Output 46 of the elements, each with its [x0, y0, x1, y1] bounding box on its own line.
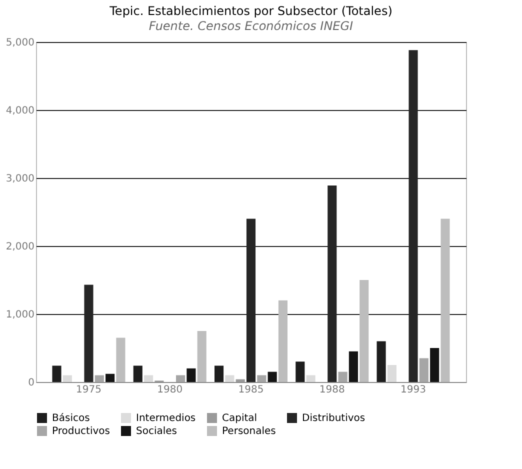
- bar: [116, 338, 126, 382]
- source-note: Fuente. Censos Económicos INEGI: [148, 19, 354, 33]
- bar: [133, 366, 142, 382]
- bar: [387, 365, 396, 382]
- legend-label: Sociales: [136, 426, 178, 437]
- bar: [176, 375, 186, 382]
- y-tick-label: 0: [28, 378, 34, 388]
- bar: [225, 375, 234, 382]
- bar: [186, 368, 196, 382]
- bar: [338, 372, 348, 382]
- bar: [106, 374, 115, 382]
- legend-label: Capital: [222, 413, 258, 424]
- legend-label: Distributivos: [302, 413, 366, 424]
- legend-label: Intermedios: [136, 413, 196, 424]
- y-tick-label: 3,000: [6, 174, 34, 184]
- bar: [257, 375, 266, 382]
- x-tick-label: 1985: [238, 384, 264, 396]
- y-tick-label: 4,000: [6, 106, 34, 116]
- bar: [430, 348, 440, 382]
- bar: [214, 366, 224, 382]
- bar: [278, 300, 288, 382]
- y-tick-label: 5,000: [6, 38, 34, 48]
- x-tick-label: 1988: [319, 384, 345, 396]
- bar: [306, 375, 316, 382]
- legend-label: Personales: [222, 426, 276, 437]
- bar: [296, 362, 305, 382]
- y-tick-label: 1,000: [6, 310, 34, 320]
- x-tick-label: 1975: [76, 384, 102, 396]
- bar: [348, 351, 358, 382]
- x-tick-label: 1993: [400, 384, 426, 396]
- bar: [268, 372, 277, 382]
- legend-label: Básicos: [52, 413, 90, 424]
- bar: [62, 375, 72, 382]
- legend-label: Productivos: [52, 426, 110, 437]
- bar: [376, 341, 386, 382]
- chart-title: Tepic. Establecimientos por Subsector (Totales): [108, 4, 392, 18]
- bar: [144, 375, 154, 382]
- x-tick-label: 1980: [157, 384, 183, 396]
- y-tick-label: 2,000: [6, 242, 34, 252]
- bar: [236, 379, 245, 382]
- bar: [52, 366, 62, 382]
- bar: [197, 331, 206, 382]
- bar: [419, 358, 428, 382]
- bar: [94, 375, 104, 382]
- bar: [440, 218, 450, 382]
- bar: [360, 280, 369, 382]
